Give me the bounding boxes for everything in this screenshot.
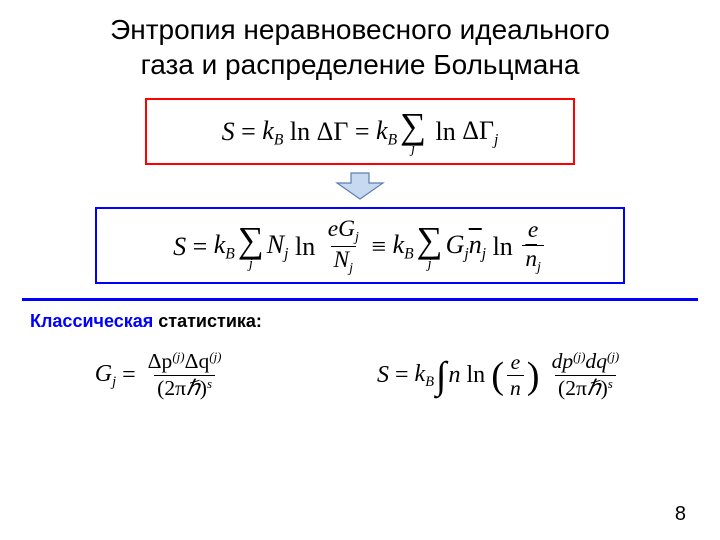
var-S: S <box>222 117 235 147</box>
frac-e-over-nbarj: e nj <box>522 218 544 275</box>
fn-ln: ln <box>283 117 316 147</box>
equation-box-entropy-occupation: S = kB ∑j Nj ln eGj Nj ≡ kB ∑j Gj nj ln … <box>95 207 625 285</box>
equals-sign-4: = <box>116 362 142 389</box>
delta-gamma-j: ΔΓj <box>462 116 498 149</box>
subheading-classical-stats: Классическая статистика: <box>30 311 720 332</box>
frac-dpdq-over-2pihbar: Δp(j)Δq(j) (2πℏ)s <box>145 350 225 401</box>
var-n: n <box>449 362 461 389</box>
var-kB-3: kB <box>214 230 235 263</box>
classical-equations-row: Gj = Δp(j)Δq(j) (2πℏ)s S = kB ∫ n ln ( e… <box>20 350 700 401</box>
var-kB-5: kB <box>415 361 434 391</box>
frac-e-over-n: e n <box>507 351 524 402</box>
var-kB-2: kB <box>376 116 397 149</box>
frac-eGj-over-Nj: eGj Nj <box>325 217 362 277</box>
fn-ln-3: ln <box>288 232 321 262</box>
measure-fraction-wrap <box>540 362 546 389</box>
var-S-3: S <box>377 362 389 389</box>
integral-sign: ∫ <box>436 354 447 398</box>
var-kB-4: kB <box>393 230 414 263</box>
equals-sign-2: = <box>348 117 376 147</box>
frac-dpdq-over-2pihbar-2: dp(j)dq(j) (2πℏ)s <box>549 350 623 401</box>
fn-ln-4: ln <box>486 232 519 262</box>
identical-to-sign: ≡ <box>365 232 393 262</box>
equation-box-entropy-phase-volume: S = kB ln ΔΓ = kB ∑ j ln ΔΓj <box>145 98 575 165</box>
equation-1: S = kB ln ΔΓ = kB ∑ j ln ΔΓj <box>222 108 499 157</box>
fn-ln-5: ln <box>461 362 492 389</box>
var-nbar-j: nj <box>469 230 486 263</box>
sum-over-j-2: ∑j <box>238 222 264 271</box>
subheading-rest: статистика: <box>153 311 262 331</box>
slide-title: Энтропия неравновесного идеального газа … <box>0 0 720 90</box>
var-kB: kB <box>262 116 283 149</box>
var-Gj: Gj <box>446 230 469 263</box>
equation-entropy-integral: S = kB ∫ n ln ( e n ) dp(j)dq(j) (2πℏ)s <box>377 350 625 401</box>
derivation-arrow-container <box>0 171 720 201</box>
title-line-2: газа и распределение Больцмана <box>141 49 580 80</box>
section-divider <box>22 298 698 301</box>
subheading-accent: Классическая <box>30 311 153 331</box>
sum-over-j: ∑ j <box>400 108 426 157</box>
equation-Gj-definition: Gj = Δp(j)Δq(j) (2πℏ)s <box>95 350 228 401</box>
var-Gj-lhs: Gj <box>95 361 116 391</box>
title-line-1: Энтропия неравновесного идеального <box>110 14 610 45</box>
equals-sign-5: = <box>389 362 415 389</box>
page-number: 8 <box>675 503 686 526</box>
equation-2: S = kB ∑j Nj ln eGj Nj ≡ kB ∑j Gj nj ln … <box>173 217 547 277</box>
equals-sign-3: = <box>186 232 214 262</box>
sum-over-j-3: ∑j <box>417 222 443 271</box>
down-arrow-icon <box>331 171 389 201</box>
equals-sign: = <box>235 117 263 147</box>
var-Nj: Nj <box>267 230 289 263</box>
var-S-2: S <box>173 232 186 262</box>
delta-gamma: ΔΓ <box>317 117 349 147</box>
fn-ln-2: ln <box>429 117 462 147</box>
